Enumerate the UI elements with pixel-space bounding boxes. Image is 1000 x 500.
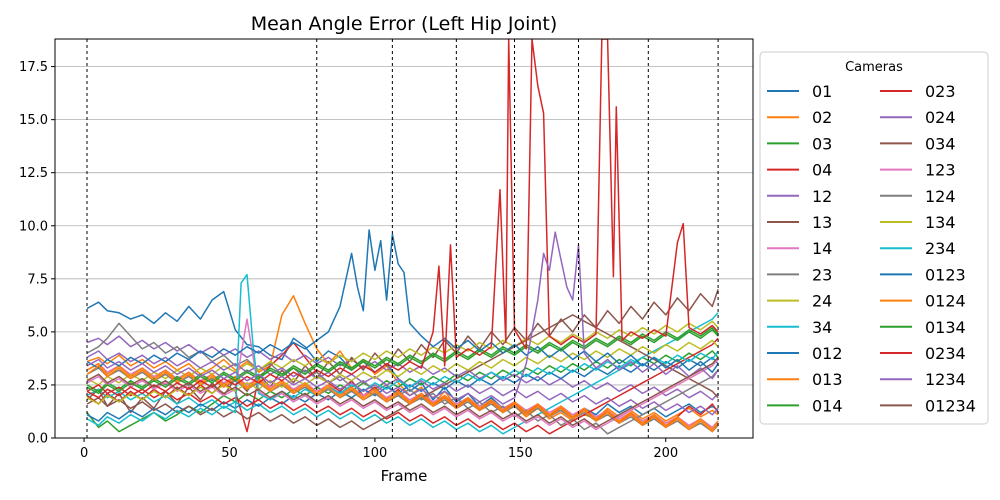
legend: Cameras 01 02 03 04 12 13 14 23 24 34 012 013 014 023… (759, 51, 989, 425)
y-tick-label: 12.5 (19, 166, 48, 181)
series-line-0123 (86, 229, 719, 373)
series-line-0234 (86, 39, 719, 399)
legend-label-04: 04 (812, 161, 832, 180)
plot-area: 0.0 2.5 5.0 7.5 10.0 12.5 15.0 17.5 0 50 100 150 200 (19, 38, 754, 461)
legend-label-0123: 0123 (925, 265, 966, 284)
legend-label-13: 13 (812, 213, 832, 232)
y-tick-label: 2.5 (27, 378, 48, 393)
series-line-0124 (86, 365, 719, 433)
chart-title: Mean Angle Error (Left Hip Joint) (251, 13, 558, 35)
series-line-01 (86, 290, 719, 418)
y-tick-label: 17.5 (19, 60, 48, 75)
legend-label-12: 12 (812, 187, 832, 206)
x-tick-label: 0 (80, 446, 88, 461)
series-line-13 (86, 289, 719, 414)
legend-label-23: 23 (812, 265, 832, 284)
legend-label-02: 02 (812, 108, 832, 127)
series-line-013 (86, 362, 719, 431)
legend-label-03: 03 (812, 134, 832, 153)
legend-label-34: 34 (812, 318, 832, 337)
legend-label-24: 24 (812, 292, 832, 311)
legend-label-0234: 0234 (925, 344, 966, 363)
x-axis-label: Frame (381, 467, 428, 485)
series-line-12 (86, 335, 719, 401)
legend-label-023: 023 (925, 82, 956, 101)
y-tick-label: 15.0 (19, 113, 48, 128)
legend-label-024: 024 (925, 108, 956, 127)
y-tick-label: 5.0 (27, 325, 48, 340)
series-lines (86, 39, 719, 435)
plot-frame (54, 38, 754, 439)
legend-label-124: 124 (925, 187, 956, 206)
legend-label-234: 234 (925, 239, 956, 258)
series-line-23 (86, 322, 719, 435)
legend-label-034: 034 (925, 134, 956, 153)
series-line-014 (86, 326, 719, 393)
legend-title: Cameras (845, 60, 903, 75)
x-tick-label: 100 (363, 446, 388, 461)
series-line-1234 (86, 231, 719, 405)
legend-label-013: 013 (812, 370, 843, 389)
y-tick-label: 7.5 (27, 272, 48, 287)
series-line-01234 (86, 356, 719, 429)
series-line-134 (86, 339, 719, 405)
x-tick-label: 150 (508, 446, 533, 461)
series-line-024 (86, 350, 719, 416)
legend-label-134: 134 (925, 213, 956, 232)
legend-label-01234: 01234 (925, 396, 976, 415)
series-line-34 (86, 312, 719, 435)
y-tick-label: 0.0 (27, 432, 48, 447)
y-tick-label: 10.0 (19, 219, 48, 234)
legend-label-0124: 0124 (925, 292, 966, 311)
legend-label-012: 012 (812, 344, 843, 363)
legend-frame (759, 51, 989, 425)
x-tick-label: 50 (221, 446, 238, 461)
legend-label-14: 14 (812, 239, 832, 258)
x-tick-label: 200 (653, 446, 678, 461)
series-line-123 (86, 318, 719, 431)
legend-label-014: 014 (812, 396, 843, 415)
legend-label-01: 01 (812, 82, 832, 101)
legend-label-123: 123 (925, 161, 956, 180)
legend-label-0134: 0134 (925, 318, 966, 337)
legend-label-1234: 1234 (925, 370, 966, 389)
